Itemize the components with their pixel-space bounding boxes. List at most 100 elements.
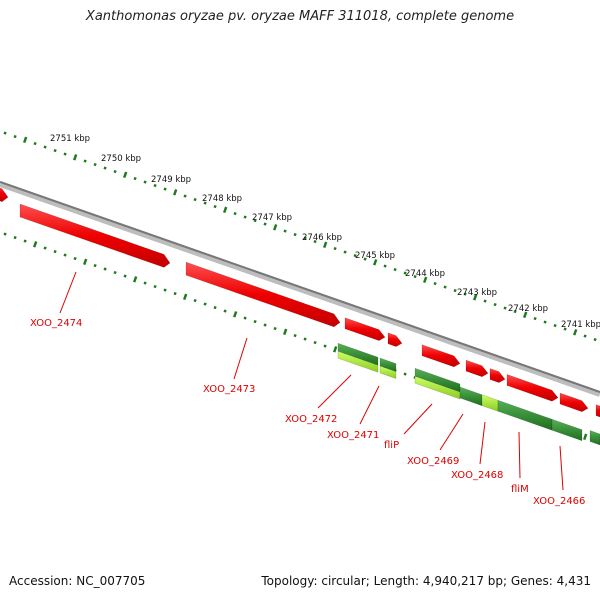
outer-tick [133,176,137,181]
gene-label-group: XOO_2474 XOO_2473 XOO_2472 XOO_2471 fliP XOO_… [30,318,585,507]
inner-tick [113,270,117,275]
gene-block-red [421,344,461,368]
outer-tick [213,204,217,209]
inner-tick [163,288,167,292]
outer-tick [543,320,547,324]
gene-block-green [497,399,553,431]
scale-label: 2749 kbp [151,175,191,185]
outer-tick [53,148,57,153]
gene-block-lightgreen [379,365,397,379]
inner-tick [73,256,77,261]
inner-tick [193,298,197,303]
outer-tick [243,215,247,219]
genome-backbone [0,181,600,397]
outer-tick [203,201,207,205]
outer-tick [573,329,578,336]
leader-line-group [59,271,564,491]
gene-block-red [465,359,489,377]
outer-tick [253,218,257,223]
inner-tick [203,302,207,306]
outer-tick [43,145,47,149]
outer-tick [123,171,128,179]
inner-tick [223,309,227,313]
inner-tick [233,311,238,318]
inner-tick [183,293,188,301]
leader-line [317,374,352,409]
inner-tick [153,284,157,289]
gene-block-green [551,418,583,442]
gene-label: XOO_2472 [285,414,337,425]
outer-tick [483,299,487,303]
outer-tick [503,306,507,310]
gene-block-red [595,404,600,418]
outer-tick [33,141,37,146]
gene-block-red [344,317,386,341]
outer-tick [293,232,297,237]
scale-label: 2750 kbp [101,154,141,164]
inner-tick [53,249,57,254]
inner-tick [13,235,17,240]
genome-backbone-edge [0,181,600,393]
outer-tick [3,131,7,135]
outer-tick [513,309,517,314]
gene-block-red [0,187,9,202]
outer-tick [103,166,107,170]
outer-tick [163,187,167,191]
outer-tick [353,253,357,258]
inner-tick [103,267,107,271]
outer-tick [83,159,87,163]
inner-tick [213,305,217,310]
gene-label: fliP [384,440,399,451]
scale-label: 2751 kbp [50,134,90,144]
inner-tick [123,274,127,278]
topology-text: Topology: circular; Length: 4,940,217 bp… [261,574,591,588]
gene-block-red [19,203,171,268]
gene-block-red [559,392,589,412]
outer-tick [283,229,287,233]
outer-tick [413,274,417,279]
outer-tick [473,294,478,301]
outer-tick [403,271,407,275]
scale-label: 2747 kbp [252,213,292,223]
inner-tick [133,276,138,283]
inner-tick [243,316,247,320]
outer-tick [153,183,157,188]
leader-line [359,385,380,425]
inner-tick [143,281,147,285]
outer-tick [323,241,328,249]
outer-tick [273,224,278,231]
outer-tick [393,267,397,272]
gene-label: XOO_2466 [533,496,585,507]
gene-label: XOO_2468 [451,470,503,481]
leader-line [59,271,77,314]
scale-label: 2744 kbp [405,269,445,279]
outer-tick [443,285,447,289]
gene-block-red [506,374,559,402]
gene-label: fliM [511,484,529,495]
outer-tick [523,311,528,319]
gene-label: XOO_2474 [30,318,82,329]
inner-tick [403,372,407,376]
scale-label: 2742 kbp [508,304,548,314]
outer-tick [363,257,367,261]
scale-label: 2743 kbp [457,288,497,298]
outer-tick [433,281,437,286]
gene-block-red [489,368,506,383]
outer-tick [453,288,457,293]
outer-tick [493,302,497,307]
gene-block-red [185,261,341,328]
gene-block-green [459,386,483,407]
gene-block-lightgreen [414,375,461,400]
outer-tick [93,162,97,167]
outer-tick [533,316,537,321]
outer-tick [423,276,428,284]
inner-tick [583,433,588,441]
leader-line [439,413,464,451]
gene-block-red [387,332,403,347]
inner-tick [83,258,88,266]
outer-tick [313,239,317,244]
outer-tick [373,259,378,266]
genome-title: Xanthomonas oryzae pv. oryzae MAFF 31101… [85,9,515,24]
outer-tick [563,327,567,331]
